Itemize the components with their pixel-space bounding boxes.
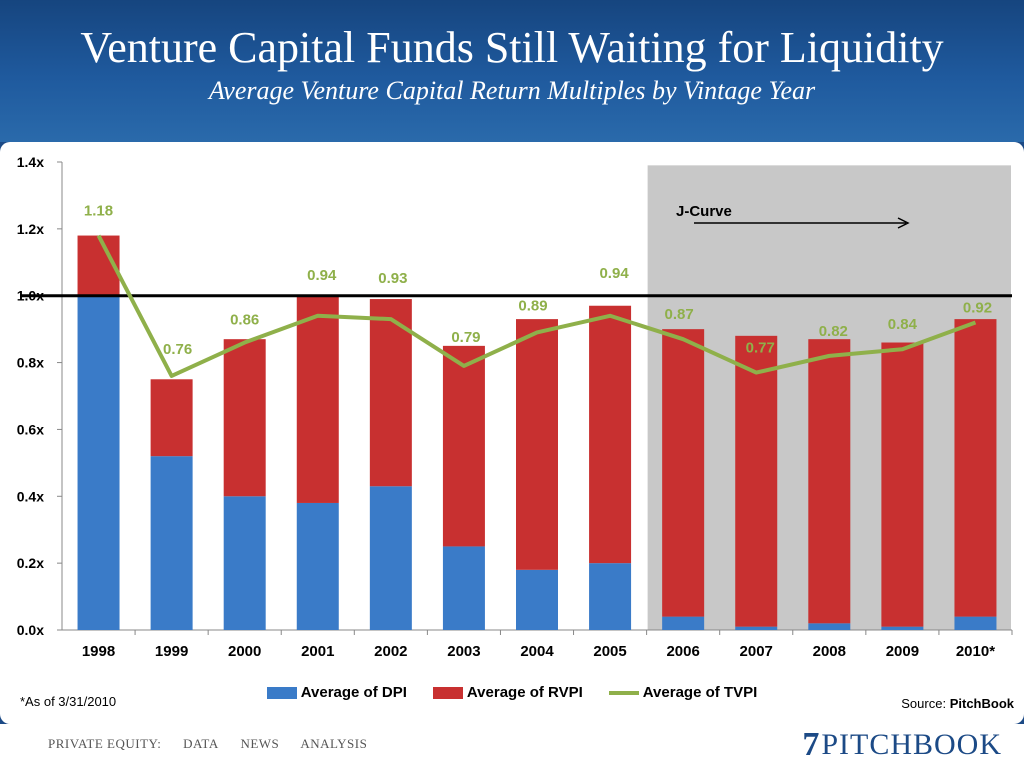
x-tick-label: 2007 [740,643,773,660]
j-curve-arrow-head [897,217,910,229]
legend-swatch-tvpi [608,690,639,695]
x-tick-label: 1998 [82,643,115,660]
x-tick-label: 2002 [374,643,407,660]
x-tick-label: 2010* [956,643,995,660]
tvpi-data-label: 0.93 [378,270,407,287]
tvpi-data-label: 0.77 [746,340,775,357]
legend-item-rvpi: Average of RVPI [432,684,583,701]
bar-rvpi [516,319,558,570]
footer-nav-private-equity: PRIVATE EQUITY: [48,736,162,751]
y-tick-label: 1.4x [17,154,44,170]
pitchbook-logo: 7 PITCHBOOK [802,726,1002,764]
x-tick-label: 2008 [813,643,846,660]
footer-bar: PRIVATE EQUITY: DATA NEWS ANALYSIS 7 PIT… [0,724,1024,768]
bar-rvpi [296,295,339,503]
tvpi-line [96,234,977,378]
footer-nav-data[interactable]: DATA [183,736,219,751]
legend-item-dpi: Average of DPI [266,684,407,701]
bar-dpi [223,496,266,630]
x-tick-label: 2001 [301,643,334,660]
tvpi-data-label: 1.18 [84,203,113,220]
y-tick-label: 0.4x [17,488,44,504]
bar-dpi [954,616,997,630]
bar-rvpi [589,305,632,564]
bar-dpi [442,546,485,630]
tvpi-data-label: 0.92 [963,299,992,316]
legend-item-tvpi: Average of TVPI [608,684,758,701]
tvpi-data-label: 0.79 [451,329,480,346]
y-tick-label: 0.6x [17,421,44,437]
header-banner: Venture Capital Funds Still Waiting for … [0,0,1024,142]
bar-dpi [662,616,705,630]
x-tick-label: 2004 [520,643,554,660]
y-tick-label: 0.2x [17,555,44,571]
bar-rvpi [150,379,193,457]
y-tick-label: 0.8x [17,355,44,371]
tvpi-data-label: 0.87 [665,306,694,323]
x-tick-label: 2003 [447,643,480,660]
page-title: Venture Capital Funds Still Waiting for … [80,23,944,72]
bar-dpi [77,295,120,630]
bar-dpi [881,626,924,630]
footnote: *As of 3/31/2010 [20,694,117,709]
logo-text: PITCHBOOK [821,728,1002,761]
page-subtitle: Average Venture Capital Return Multiples… [208,76,816,105]
x-tick-label: 2009 [886,643,919,660]
x-tick-label: 1999 [155,643,188,660]
tvpi-data-label: 0.89 [518,297,547,314]
bar-dpi [735,626,778,630]
logo-mark-icon: 7 [802,726,820,763]
bar-dpi [516,569,558,630]
tvpi-data-label: 0.86 [230,312,259,329]
footer-nav: PRIVATE EQUITY: DATA NEWS ANALYSIS [48,736,385,752]
bar-rvpi [881,342,924,627]
chart-legend: Average of DPI Average of RVPI Average o… [0,684,1024,701]
tvpi-data-label: 0.82 [819,323,848,340]
legend-swatch-dpi [266,686,297,699]
bar-rvpi [735,335,778,627]
source-name: PitchBook [949,696,1014,711]
y-tick-label: 0.0x [17,622,44,638]
tvpi-data-label: 0.94 [307,267,337,284]
y-tick-label: 1.2x [17,221,44,237]
source-credit: Source: PitchBook [901,696,1014,711]
tvpi-data-label: 0.84 [888,316,918,333]
bar-rvpi [808,339,851,624]
bar-dpi [150,456,193,630]
bar-dpi [589,563,632,630]
legend-label-rvpi: Average of RVPI [466,684,583,701]
x-tick-label: 2005 [593,643,626,660]
bar-dpi [296,502,339,630]
bar-rvpi [442,345,485,547]
x-tick-label: 2000 [228,643,261,660]
bar-rvpi [223,339,266,497]
bar-dpi [369,486,412,630]
legend-swatch-rvpi [432,686,463,699]
legend-label-dpi: Average of DPI [300,684,407,701]
bar-dpi [808,623,851,630]
bar-rvpi [662,329,705,617]
x-tick-label: 2006 [666,643,699,660]
footer-nav-analysis[interactable]: ANALYSIS [300,736,368,751]
footer-nav-news[interactable]: NEWS [240,736,280,751]
tvpi-data-label: 0.76 [163,341,192,358]
legend-label-tvpi: Average of TVPI [642,684,758,701]
source-label: Source: [901,696,947,711]
tvpi-data-label: 0.94 [599,265,629,282]
bar-rvpi [954,319,997,617]
j-curve-annotation: J-Curve [676,203,732,220]
